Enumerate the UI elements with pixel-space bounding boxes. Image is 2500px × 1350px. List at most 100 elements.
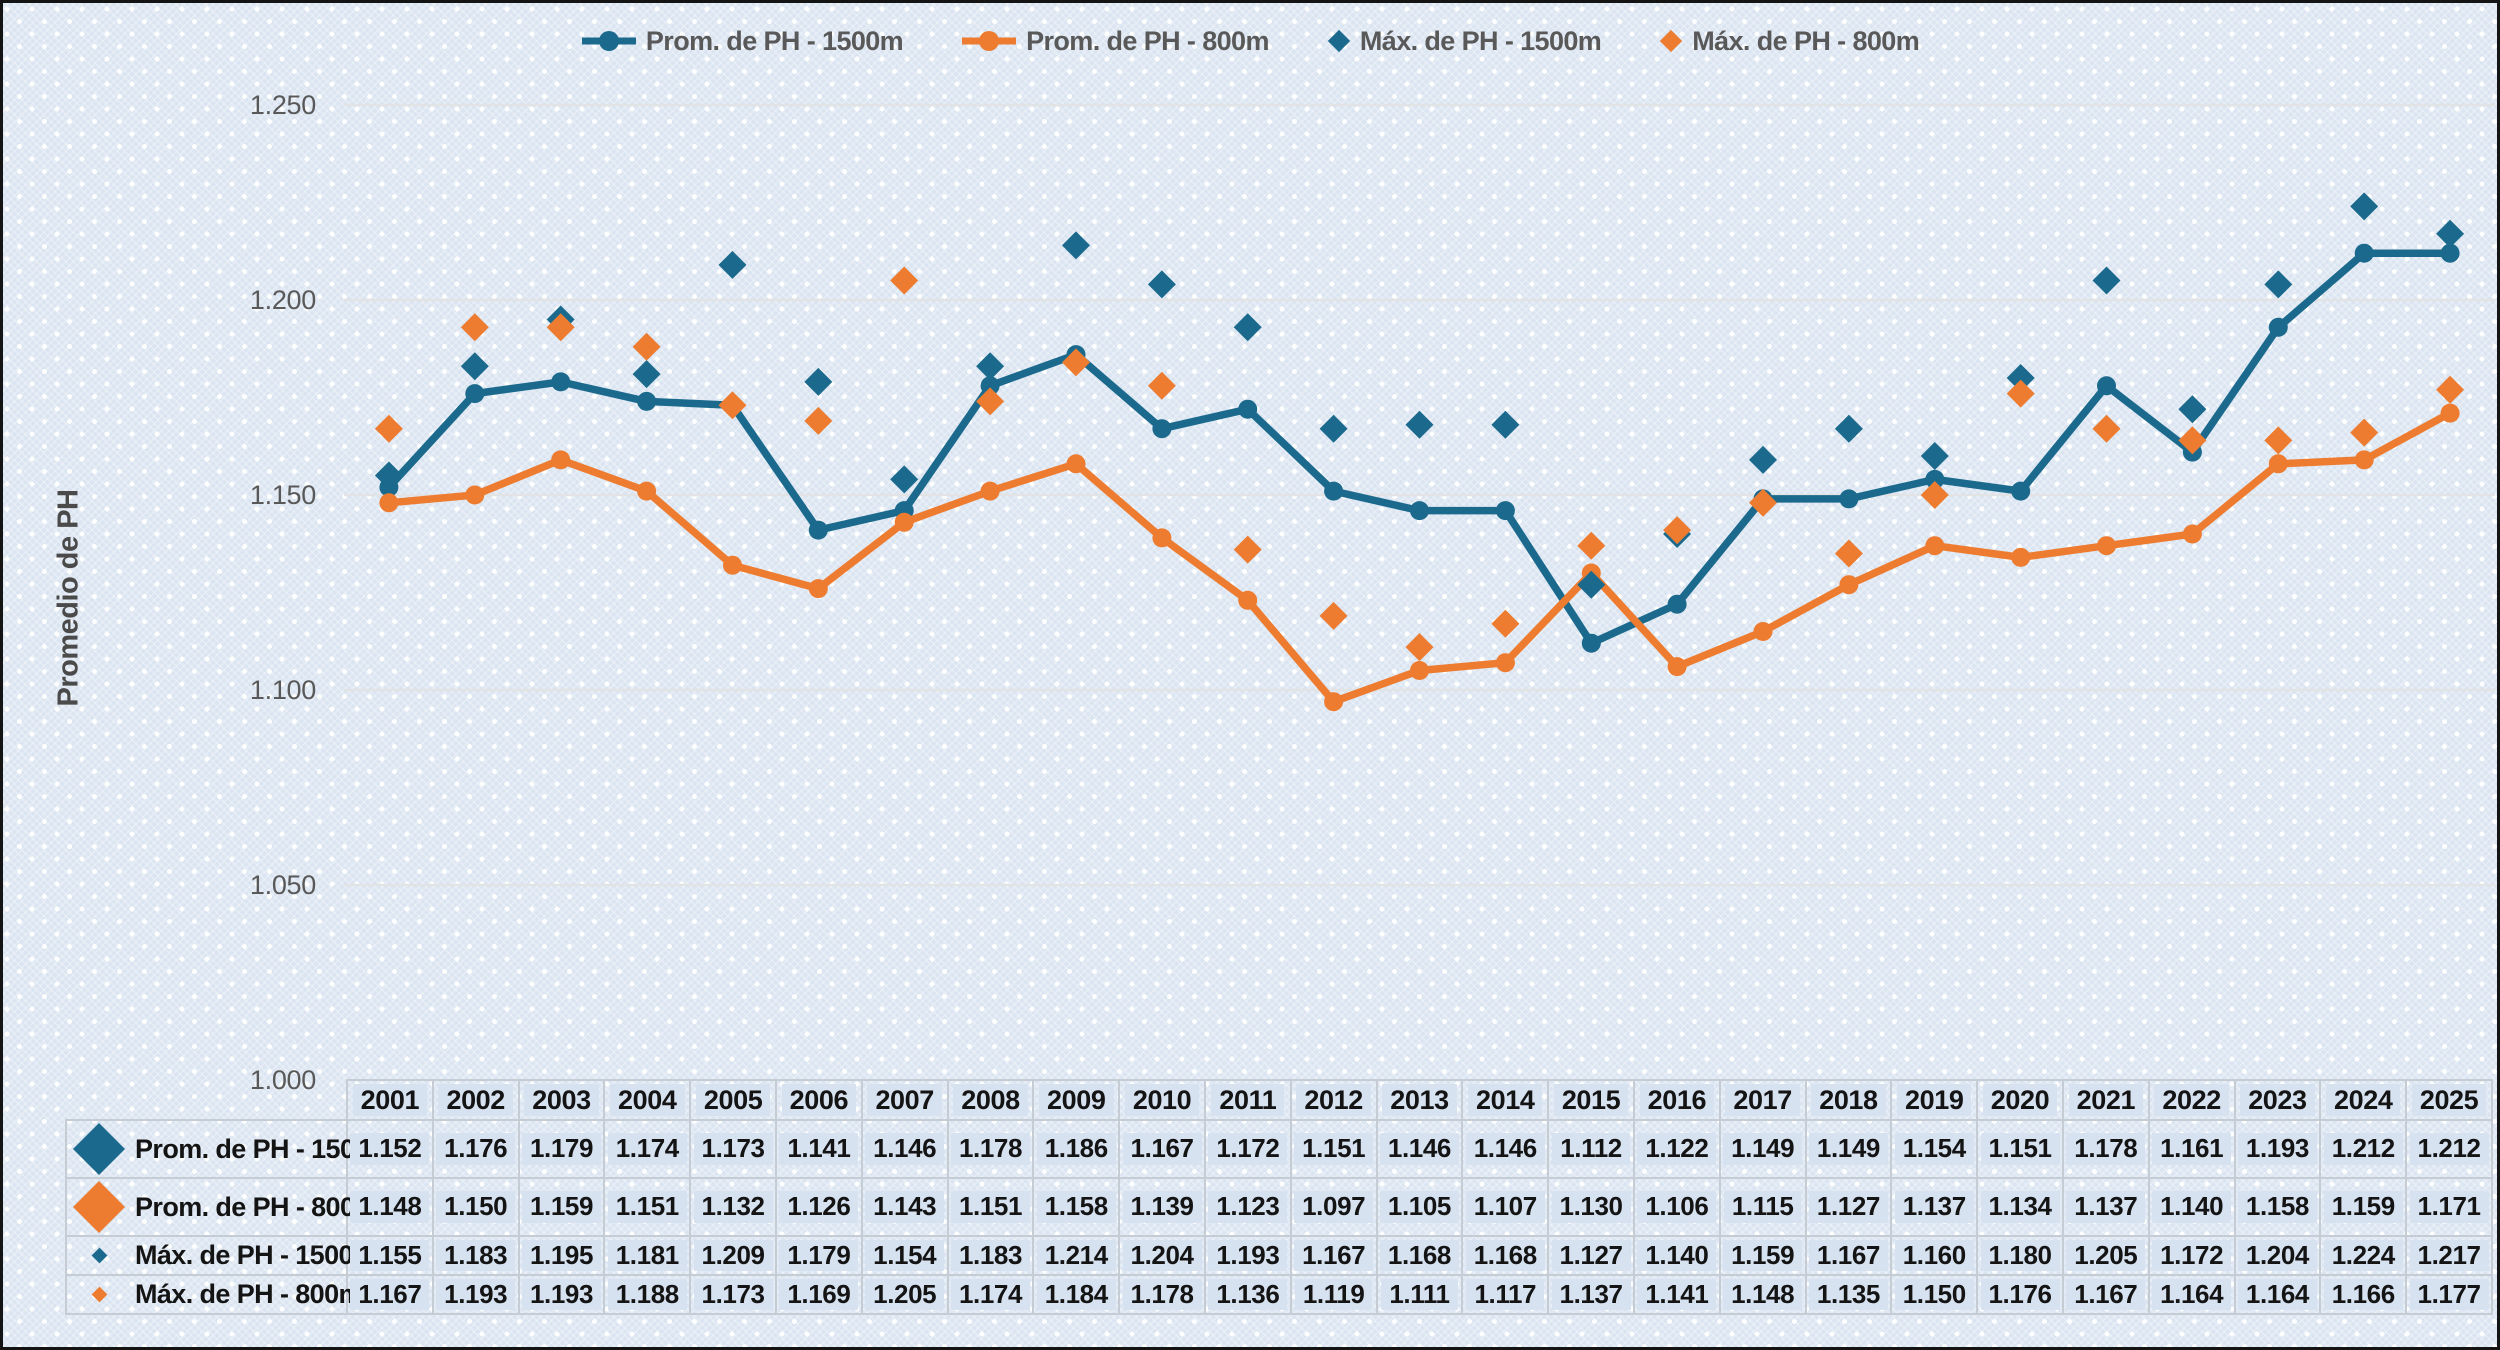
- data-point-circle: [1495, 653, 1515, 673]
- year-header-cell: 2002: [431, 1079, 520, 1121]
- value-cell: 1.151: [946, 1177, 1035, 1237]
- data-point-diamond: [1920, 442, 1949, 470]
- value-cell: 1.212: [2405, 1119, 2493, 1179]
- data-point-diamond: [1319, 414, 1348, 443]
- data-point-diamond: [2178, 395, 2207, 424]
- data-point-diamond: [1405, 410, 1434, 439]
- legend-item-2[interactable]: Prom. de PH - 800m: [961, 26, 1269, 57]
- data-point-diamond: [1147, 371, 1176, 400]
- legend-item-3[interactable]: Máx. de PH - 1500m: [1327, 26, 1602, 57]
- data-point-circle: [1753, 622, 1773, 641]
- data-point-circle: [2268, 317, 2288, 337]
- data-point-diamond: [632, 360, 661, 389]
- data-point-diamond: [1577, 570, 1606, 599]
- value-cell: 1.204: [2233, 1235, 2322, 1276]
- y-axis-tick-label: 1.150: [249, 480, 316, 510]
- value-cell: 1.205: [2061, 1235, 2150, 1276]
- value-cell: 1.148: [346, 1177, 434, 1237]
- data-point-circle: [723, 555, 742, 575]
- legend-item-label: Máx. de PH - 800m: [1692, 25, 1920, 56]
- data-point-diamond: [718, 250, 747, 279]
- value-cell: 1.167: [346, 1274, 434, 1315]
- data-point-circle: [1410, 661, 1429, 680]
- value-cell: 1.173: [689, 1119, 777, 1179]
- data-point-circle: [2097, 376, 2116, 396]
- value-cell: 1.214: [1032, 1235, 1121, 1276]
- data-point-circle: [980, 481, 1000, 501]
- year-header-cell: 2013: [1375, 1079, 1464, 1121]
- line-circle-icon: [961, 29, 1017, 53]
- data-point-circle: [1925, 469, 1945, 489]
- data-point-circle: [2011, 547, 2031, 567]
- value-cell: 1.146: [1461, 1119, 1550, 1179]
- series-label: Máx. de PH - 1500m: [135, 1240, 377, 1270]
- value-cell: 1.171: [2405, 1177, 2493, 1237]
- value-cell: 1.174: [946, 1274, 1035, 1315]
- data-point-circle: [1839, 489, 1859, 509]
- table-row: Prom. de PH - 1500m 1.152 1.176 1.179 1.174 1…: [65, 1119, 2493, 1179]
- data-point-diamond: [632, 332, 661, 361]
- value-cell: 1.097: [1289, 1177, 1378, 1237]
- data-point-diamond: [804, 406, 833, 435]
- year-header-cell: 2017: [1718, 1079, 1807, 1121]
- data-point-diamond: [2436, 375, 2465, 404]
- data-point-circle: [551, 450, 571, 470]
- data-point-circle: [2268, 454, 2288, 474]
- year-header-cell: 2005: [689, 1079, 777, 1121]
- value-cell: 1.149: [1718, 1119, 1807, 1179]
- year-header-cell: 2006: [774, 1079, 863, 1121]
- data-point-circle: [1925, 536, 1945, 556]
- data-point-circle: [637, 481, 657, 501]
- line-circle-icon: [67, 1179, 131, 1235]
- value-cell: 1.158: [2233, 1177, 2322, 1237]
- data-point-circle: [1324, 481, 1344, 501]
- chart-legend: Prom. de PH - 1500m Prom. de PH - 800m M…: [3, 17, 2497, 65]
- year-header-cell: 2011: [1203, 1079, 1292, 1121]
- value-cell: 1.122: [1632, 1119, 1721, 1179]
- data-point-diamond: [1749, 445, 1777, 474]
- data-point-circle: [379, 493, 399, 513]
- y-axis-tick-label: 1.050: [249, 870, 316, 900]
- value-cell: 1.151: [1976, 1119, 2064, 1179]
- data-point-diamond: [1062, 231, 1090, 260]
- data-point-diamond: [804, 367, 833, 396]
- y-axis-tick-label: 1.200: [249, 285, 316, 315]
- value-cell: 1.224: [2319, 1235, 2408, 1276]
- data-point-circle: [1839, 575, 1859, 595]
- data-point-circle: [1581, 563, 1601, 583]
- table-header-row: 2001 2002 2003 2004 2005 2006 2007 2008 2009 2010…: [66, 1079, 2493, 1121]
- value-cell: 1.172: [2147, 1235, 2236, 1276]
- value-cell: 1.177: [2405, 1274, 2493, 1315]
- value-cell: 1.112: [1547, 1119, 1635, 1179]
- value-cell: 1.193: [1203, 1235, 1292, 1276]
- data-point-diamond: [1062, 348, 1090, 377]
- value-cell: 1.140: [1632, 1235, 1721, 1276]
- value-cell: 1.135: [1804, 1274, 1893, 1315]
- year-header-cell: 2003: [517, 1079, 606, 1121]
- data-point-circle: [2440, 403, 2460, 423]
- data-point-circle: [2354, 243, 2374, 263]
- value-cell: 1.117: [1461, 1274, 1550, 1315]
- value-cell: 1.143: [860, 1177, 949, 1237]
- data-point-diamond: [1834, 414, 1863, 443]
- value-cell: 1.123: [1203, 1177, 1292, 1237]
- data-point-circle: [1152, 419, 1172, 439]
- y-axis-tick-label: 1.100: [249, 675, 316, 705]
- value-cell: 1.152: [346, 1119, 434, 1179]
- value-cell: 1.151: [603, 1177, 692, 1237]
- data-point-diamond: [460, 313, 489, 342]
- data-point-diamond: [546, 313, 575, 342]
- legend-item-4[interactable]: Máx. de PH - 800m: [1659, 25, 1920, 57]
- data-point-diamond: [2092, 266, 2121, 295]
- value-cell: 1.150: [431, 1177, 520, 1237]
- value-cell: 1.188: [603, 1274, 692, 1315]
- legend-item-1[interactable]: Prom. de PH - 1500m: [581, 26, 904, 57]
- value-cell: 1.146: [1375, 1119, 1464, 1179]
- data-point-circle: [1410, 501, 1429, 521]
- value-cell: 1.139: [1118, 1177, 1206, 1237]
- data-point-diamond: [546, 305, 575, 334]
- data-point-circle: [2011, 481, 2031, 501]
- data-point-diamond: [1405, 633, 1434, 662]
- value-cell: 1.164: [2147, 1274, 2236, 1315]
- value-cell: 1.217: [2405, 1235, 2493, 1276]
